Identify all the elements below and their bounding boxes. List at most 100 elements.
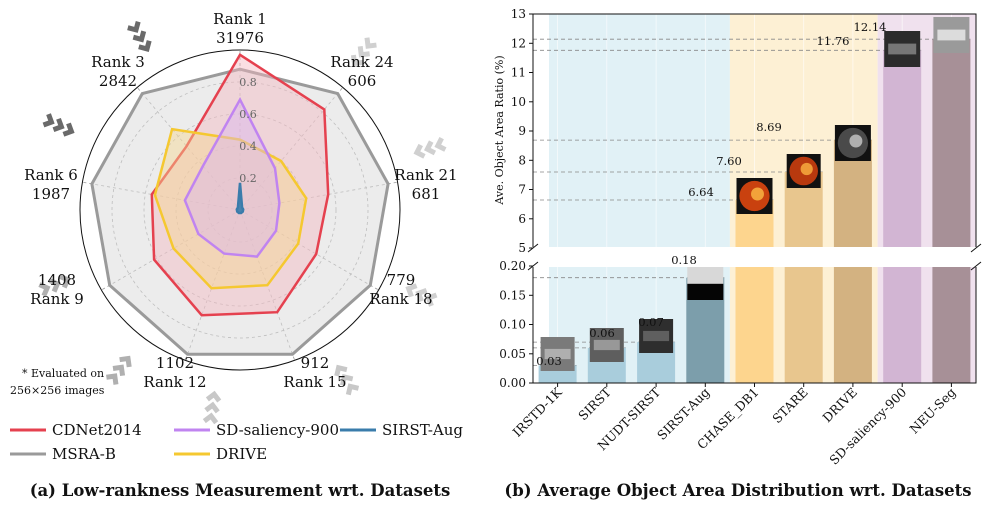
y-tick-label: 0.00 xyxy=(499,376,526,390)
sample-thumbnails xyxy=(540,17,970,371)
sample-thumbnail xyxy=(639,319,674,353)
radar-axis-label: Rank 9 xyxy=(30,290,84,308)
radar-axis-label: Rank 18 xyxy=(369,290,432,308)
y-tick-label: 9 xyxy=(518,124,526,138)
sample-thumbnail xyxy=(736,178,773,214)
bar-lower-segment xyxy=(735,266,774,383)
chevron-stroke xyxy=(132,30,147,43)
chevron-icon xyxy=(350,37,377,67)
chevron-stroke xyxy=(106,373,119,385)
chevron-stroke xyxy=(425,292,438,307)
radar-axis-label: Rank 1 xyxy=(213,10,267,28)
radar-series-drive xyxy=(153,127,308,290)
bar-lower-segment xyxy=(833,266,872,383)
chevron-stroke xyxy=(52,117,65,133)
legend-label: CDNet2014 xyxy=(52,421,142,439)
radar-axis-label: 1987 xyxy=(32,185,70,203)
legend-label: SD-saliency-900 xyxy=(216,421,339,439)
chevron-stroke xyxy=(58,274,71,289)
chevron-stroke xyxy=(434,137,447,152)
radar-series-sirst-aug xyxy=(235,182,245,215)
sample-thumbnail xyxy=(540,337,575,371)
chevron-stroke xyxy=(138,40,152,52)
chevron-stroke xyxy=(48,278,61,293)
chevron-stroke xyxy=(413,143,426,159)
bar-value-label: 8.69 xyxy=(756,120,782,134)
y-tick-label: 5 xyxy=(518,241,526,255)
y-tick-label: 6 xyxy=(518,212,526,226)
sample-thumbnail xyxy=(933,17,970,53)
radar-note-line2: 256×256 images xyxy=(10,384,105,397)
chevron-stroke xyxy=(350,54,364,67)
radial-tick-label: 0.8 xyxy=(239,76,257,89)
radar-axis-label: Rank 15 xyxy=(283,373,346,391)
thumbnail-texture xyxy=(544,348,571,360)
y-tick-label: 11 xyxy=(511,66,526,80)
radar-axis-label: 1408 xyxy=(38,271,76,289)
bar-lower-segment xyxy=(932,266,971,383)
bar-value-label: 0.03 xyxy=(536,354,562,368)
thumbnail-eye-highlight xyxy=(751,187,764,201)
chevron-stroke xyxy=(357,46,370,58)
radar-axis-label: 2842 xyxy=(99,72,137,90)
chevron-icon xyxy=(42,113,75,137)
chevron-icon xyxy=(127,21,152,52)
x-tick-label: DRIVE xyxy=(819,385,860,426)
radial-tick-label: 0.2 xyxy=(239,172,257,185)
chevron-stroke xyxy=(112,364,126,377)
chevron-icon xyxy=(413,137,447,159)
bar-y-axis-label: Ave. Object Area Ratio (%) xyxy=(493,55,506,205)
legend-label: MSRA-B xyxy=(52,445,116,463)
group-band-infrared xyxy=(549,14,730,248)
thumbnail-texture xyxy=(888,43,917,55)
bar xyxy=(932,39,971,249)
bar-value-label: 11.76 xyxy=(817,34,850,48)
x-tick-label: STARE xyxy=(769,385,811,427)
radar-axis-label: 606 xyxy=(348,72,377,90)
bar-chart: 5 6 7 8 9 10 11 12 13 0.00 0.05 0.10 0.15 0.20 IRSTD-… xyxy=(493,7,982,500)
radar-axis-label: Rank 21 xyxy=(394,166,457,184)
bar-value-label: 6.64 xyxy=(688,185,714,199)
chevron-icon xyxy=(202,390,222,425)
bar-y-ticks: 5 6 7 8 9 10 11 12 13 0.00 0.05 0.10 0.15 0.20 xyxy=(499,7,533,390)
y-tick-label: 13 xyxy=(511,7,526,21)
sample-thumbnail xyxy=(786,154,821,188)
radar-caption: (a) Low-rankness Measurement wrt. Datase… xyxy=(30,481,451,500)
bar-x-ticks: IRSTD-1K SIRSTNUDT-SIRSTSIRST-AugCHASE_DB… xyxy=(510,383,959,468)
y-tick-label: 0.15 xyxy=(499,288,526,302)
chevron-stroke xyxy=(202,412,219,425)
radar-axis-label: Rank 6 xyxy=(24,166,78,184)
radar-series-sd-saliency-900 xyxy=(183,96,281,258)
x-tick-label: SIRST xyxy=(575,384,614,423)
sample-thumbnail xyxy=(589,328,624,362)
radial-tick-label: 0.4 xyxy=(239,140,257,153)
y-tick-label: 7 xyxy=(518,183,526,197)
axis-break-gap xyxy=(529,247,980,267)
legend-item: CDNet2014 xyxy=(10,421,142,439)
thumbnail-eye-highlight xyxy=(849,134,863,148)
legend-item: SIRST-Aug xyxy=(340,421,463,439)
radar-axis-label: 912 xyxy=(301,354,330,372)
chevron-icon xyxy=(106,355,132,385)
decorative-chevrons xyxy=(38,21,447,425)
bar-lower-segment xyxy=(784,266,823,383)
chevron-stroke xyxy=(119,355,132,368)
chevron-stroke xyxy=(415,287,428,303)
bar-caption: (b) Average Object Area Distribution wrt… xyxy=(504,481,971,500)
bar-value-label: 12.14 xyxy=(854,20,887,34)
legend-label: DRIVE xyxy=(216,445,267,463)
chevron-stroke xyxy=(345,383,360,396)
chevron-stroke xyxy=(423,140,437,156)
thumbnail-dark-half xyxy=(687,283,724,300)
chevron-icon xyxy=(38,274,71,297)
radar-axis-label: 1102 xyxy=(156,354,194,372)
bar-lower-segment xyxy=(883,266,922,383)
chevron-stroke xyxy=(334,364,348,377)
radar-series xyxy=(90,53,390,356)
chevron-icon xyxy=(334,364,360,396)
bar-value-labels: 0.03 0.06 0.07 0.18 6.64 7.60 8.69 11.76 12.14 xyxy=(536,20,886,368)
sample-thumbnail xyxy=(687,264,724,300)
y-tick-label: 8 xyxy=(518,153,526,167)
chevron-stroke xyxy=(127,21,141,33)
axis-break-mark xyxy=(970,243,982,253)
